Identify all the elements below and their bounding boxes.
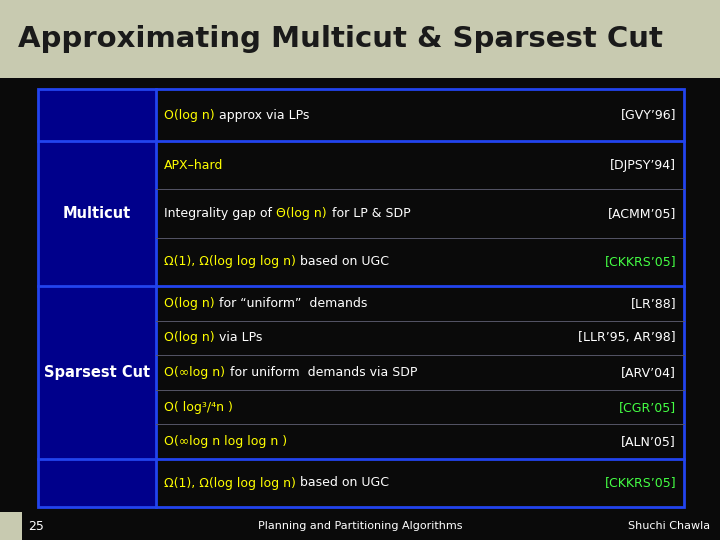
Text: for LP & SDP: for LP & SDP — [328, 207, 410, 220]
Text: Approximating Multicut & Sparsest Cut: Approximating Multicut & Sparsest Cut — [18, 25, 663, 53]
Bar — [0, 0, 720, 78]
Text: [GVY’96]: [GVY’96] — [621, 109, 676, 122]
Text: O(log n): O(log n) — [164, 109, 215, 122]
Text: [DJPSY’94]: [DJPSY’94] — [610, 159, 676, 172]
Text: [LLR’95, AR’98]: [LLR’95, AR’98] — [578, 332, 676, 345]
Text: Ω(1), Ω(log log log n): Ω(1), Ω(log log log n) — [164, 255, 296, 268]
Text: [ARV’04]: [ARV’04] — [621, 366, 676, 379]
Bar — [0, 512, 720, 540]
Text: [ACMM’05]: [ACMM’05] — [608, 207, 676, 220]
Text: O(log n): O(log n) — [164, 332, 215, 345]
Bar — [38, 89, 156, 507]
Text: [CKKRS’05]: [CKKRS’05] — [604, 255, 676, 268]
Text: APX–hard: APX–hard — [164, 159, 223, 172]
Text: [CKKRS’05]: [CKKRS’05] — [604, 476, 676, 489]
Text: O(∞log n): O(∞log n) — [164, 366, 225, 379]
Text: [ALN’05]: [ALN’05] — [621, 435, 676, 448]
Text: based on UGC: based on UGC — [297, 476, 390, 489]
Text: 25: 25 — [28, 519, 44, 532]
Text: Sparsest Cut: Sparsest Cut — [44, 365, 150, 380]
Text: O(log n): O(log n) — [164, 297, 215, 310]
Bar — [0, 512, 22, 540]
Text: [LR’88]: [LR’88] — [631, 297, 676, 310]
Text: O(∞log n log log n ): O(∞log n log log n ) — [164, 435, 287, 448]
Text: approx via LPs: approx via LPs — [215, 109, 310, 122]
Text: Integrality gap of: Integrality gap of — [164, 207, 276, 220]
Bar — [38, 89, 684, 507]
Text: Planning and Partitioning Algorithms: Planning and Partitioning Algorithms — [258, 521, 462, 531]
Text: [CGR’05]: [CGR’05] — [619, 401, 676, 414]
Text: for uniform  demands via SDP: for uniform demands via SDP — [225, 366, 417, 379]
Text: based on UGC: based on UGC — [297, 255, 390, 268]
Text: Shuchi Chawla: Shuchi Chawla — [628, 521, 710, 531]
Text: for “uniform”  demands: for “uniform” demands — [215, 297, 367, 310]
Text: O( log³/⁴n ): O( log³/⁴n ) — [164, 401, 233, 414]
Text: Multicut: Multicut — [63, 206, 131, 221]
Text: Θ(log n): Θ(log n) — [276, 207, 327, 220]
Text: Ω(1), Ω(log log log n): Ω(1), Ω(log log log n) — [164, 476, 296, 489]
Text: via LPs: via LPs — [215, 332, 263, 345]
